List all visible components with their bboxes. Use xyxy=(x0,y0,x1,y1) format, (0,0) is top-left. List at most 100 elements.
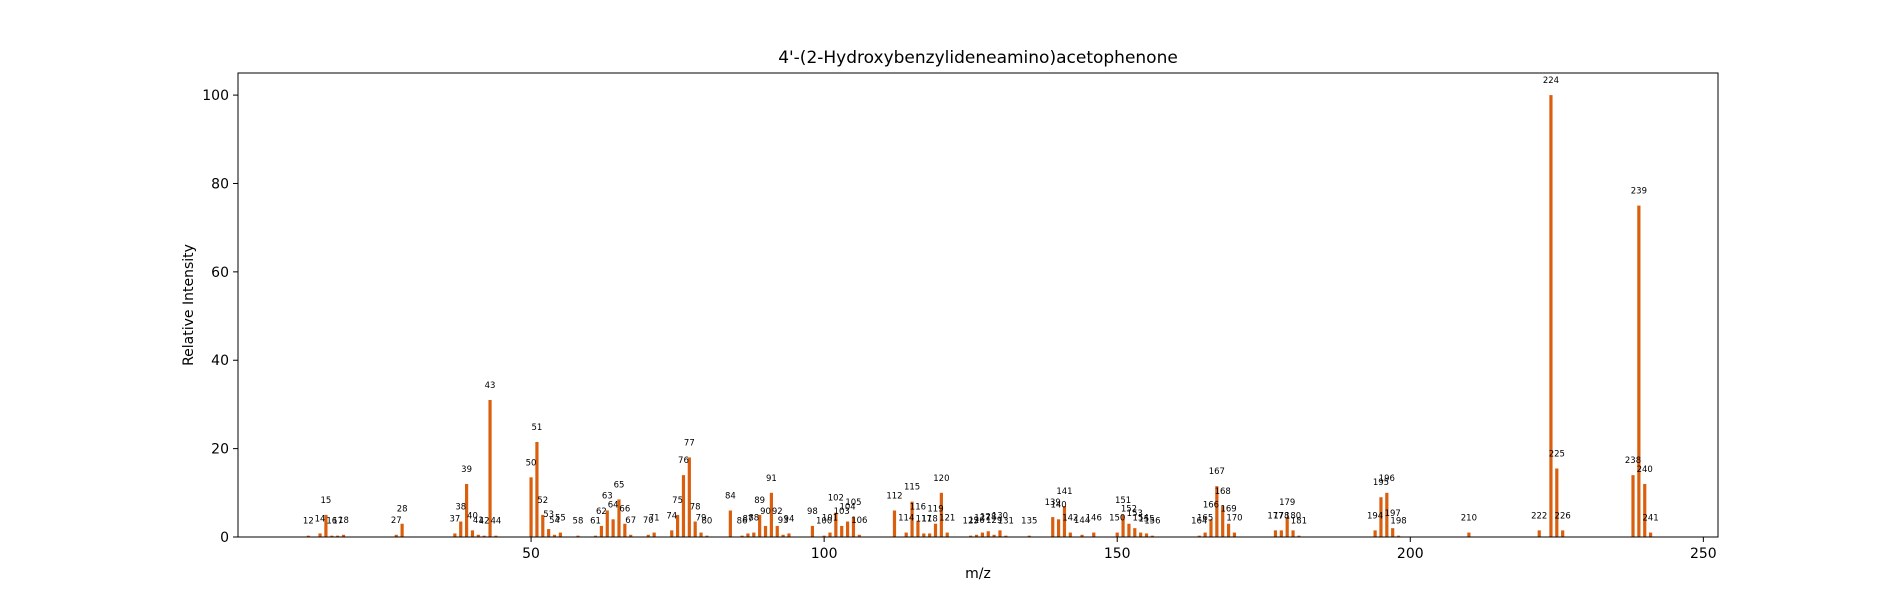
peak-bar-241 xyxy=(1648,532,1653,537)
peak-label-117: 117 xyxy=(916,514,932,524)
y-tick-label-0: 0 xyxy=(220,530,229,546)
peak-label-64: 64 xyxy=(608,500,619,510)
peak-bar-104 xyxy=(845,521,850,537)
x-tick-label-150: 150 xyxy=(1104,546,1131,562)
peak-label-150: 150 xyxy=(1109,514,1125,524)
peak-bar-115 xyxy=(910,501,914,537)
peak-label-71: 71 xyxy=(649,514,660,524)
peak-bar-80 xyxy=(705,535,709,537)
peak-label-17: 17 xyxy=(332,517,343,527)
y-tick-label-60: 60 xyxy=(211,265,229,281)
peak-label-152: 152 xyxy=(1121,505,1137,515)
peak-bar-41 xyxy=(476,534,480,537)
peak-label-104: 104 xyxy=(839,503,855,513)
peak-label-130: 130 xyxy=(992,511,1008,521)
peak-bar-153 xyxy=(1133,528,1137,537)
peak-bar-65 xyxy=(617,499,621,537)
peak-bar-42 xyxy=(482,535,486,537)
peak-bar-94 xyxy=(787,533,791,537)
peak-label-146: 146 xyxy=(1086,514,1102,524)
peak-label-101: 101 xyxy=(822,514,838,524)
peak-bar-151 xyxy=(1121,514,1125,537)
peak-label-154: 154 xyxy=(1133,514,1149,524)
peak-bar-93 xyxy=(781,534,785,537)
peak-bar-53 xyxy=(547,529,551,537)
peak-label-65: 65 xyxy=(614,480,625,490)
peak-label-90: 90 xyxy=(760,507,771,517)
peak-label-27: 27 xyxy=(391,516,402,526)
peak-label-115: 115 xyxy=(904,483,920,493)
peak-label-238: 238 xyxy=(1625,456,1641,466)
peak-label-224: 224 xyxy=(1543,76,1559,86)
peak-bar-224 xyxy=(1549,95,1553,537)
x-axis: 50 100 150 200 250 xyxy=(522,537,1717,562)
peak-bar-100 xyxy=(822,535,826,537)
peak-bar-121 xyxy=(945,532,949,537)
peak-bar-98 xyxy=(810,525,815,537)
peak-label-70: 70 xyxy=(643,516,654,526)
peak-bar-238 xyxy=(1631,475,1635,537)
peak-label-88: 88 xyxy=(748,514,759,524)
peak-bar-44 xyxy=(494,535,498,537)
peak-label-151: 151 xyxy=(1115,496,1131,506)
peak-label-135: 135 xyxy=(1021,517,1037,527)
peak-label-74: 74 xyxy=(666,511,677,521)
peak-label-131: 131 xyxy=(998,517,1014,527)
peak-bar-239 xyxy=(1637,205,1641,537)
peak-label-67: 67 xyxy=(625,516,636,526)
peak-label-166: 166 xyxy=(1203,500,1219,510)
peak-label-92: 92 xyxy=(772,507,783,517)
peak-bar-156 xyxy=(1150,535,1154,537)
peak-bar-114 xyxy=(904,532,908,537)
peak-label-106: 106 xyxy=(851,516,867,526)
peak-bar-27 xyxy=(394,534,398,537)
peak-label-196: 196 xyxy=(1379,474,1395,484)
y-axis-title: Relative Intensity xyxy=(181,244,197,366)
peak-label-55: 55 xyxy=(555,514,566,524)
peak-label-84: 84 xyxy=(725,491,736,501)
peak-label-43: 43 xyxy=(485,381,496,391)
peak-label-177: 177 xyxy=(1267,511,1283,521)
peak-label-91: 91 xyxy=(766,474,777,484)
peak-bar-91 xyxy=(769,492,773,537)
peak-bar-226 xyxy=(1561,530,1565,537)
peak-label-142: 142 xyxy=(1062,514,1078,524)
peak-bar-139 xyxy=(1051,517,1055,537)
peak-label-39: 39 xyxy=(461,465,472,475)
peak-bar-146 xyxy=(1092,532,1096,537)
peak-bar-142 xyxy=(1068,532,1072,537)
peak-label-66: 66 xyxy=(619,505,630,515)
peak-bar-28 xyxy=(400,523,404,537)
peak-bar-167 xyxy=(1215,486,1219,537)
peak-bar-140 xyxy=(1056,519,1061,537)
peak-label-116: 116 xyxy=(910,503,926,513)
peak-bar-119 xyxy=(933,523,938,537)
peak-bar-15 xyxy=(324,514,328,537)
peak-bar-130 xyxy=(998,530,1002,537)
peak-bar-67 xyxy=(629,534,633,537)
peak-bar-179 xyxy=(1285,517,1289,537)
peak-label-226: 226 xyxy=(1555,511,1571,521)
peak-label-139: 139 xyxy=(1045,498,1061,508)
y-tick-label-40: 40 xyxy=(211,353,229,369)
peak-bar-89 xyxy=(758,514,762,537)
peak-bar-64 xyxy=(611,519,615,537)
peak-label-14: 14 xyxy=(315,514,326,524)
peak-bar-84 xyxy=(728,510,732,537)
peak-label-140: 140 xyxy=(1050,500,1066,510)
peak-bar-240 xyxy=(1643,483,1647,537)
peak-bar-177 xyxy=(1273,530,1278,537)
peak-label-77: 77 xyxy=(684,438,695,448)
peak-bar-131 xyxy=(1004,535,1008,537)
peak-bar-90 xyxy=(763,525,768,537)
peak-bar-50 xyxy=(529,477,533,537)
peak-label-15: 15 xyxy=(321,496,332,506)
peak-label-78: 78 xyxy=(690,503,701,513)
peak-label-165: 165 xyxy=(1197,514,1213,524)
peak-label-153: 153 xyxy=(1127,509,1143,519)
peak-bar-18 xyxy=(341,534,346,537)
peak-label-167: 167 xyxy=(1209,467,1225,477)
peak-label-18: 18 xyxy=(338,516,349,526)
